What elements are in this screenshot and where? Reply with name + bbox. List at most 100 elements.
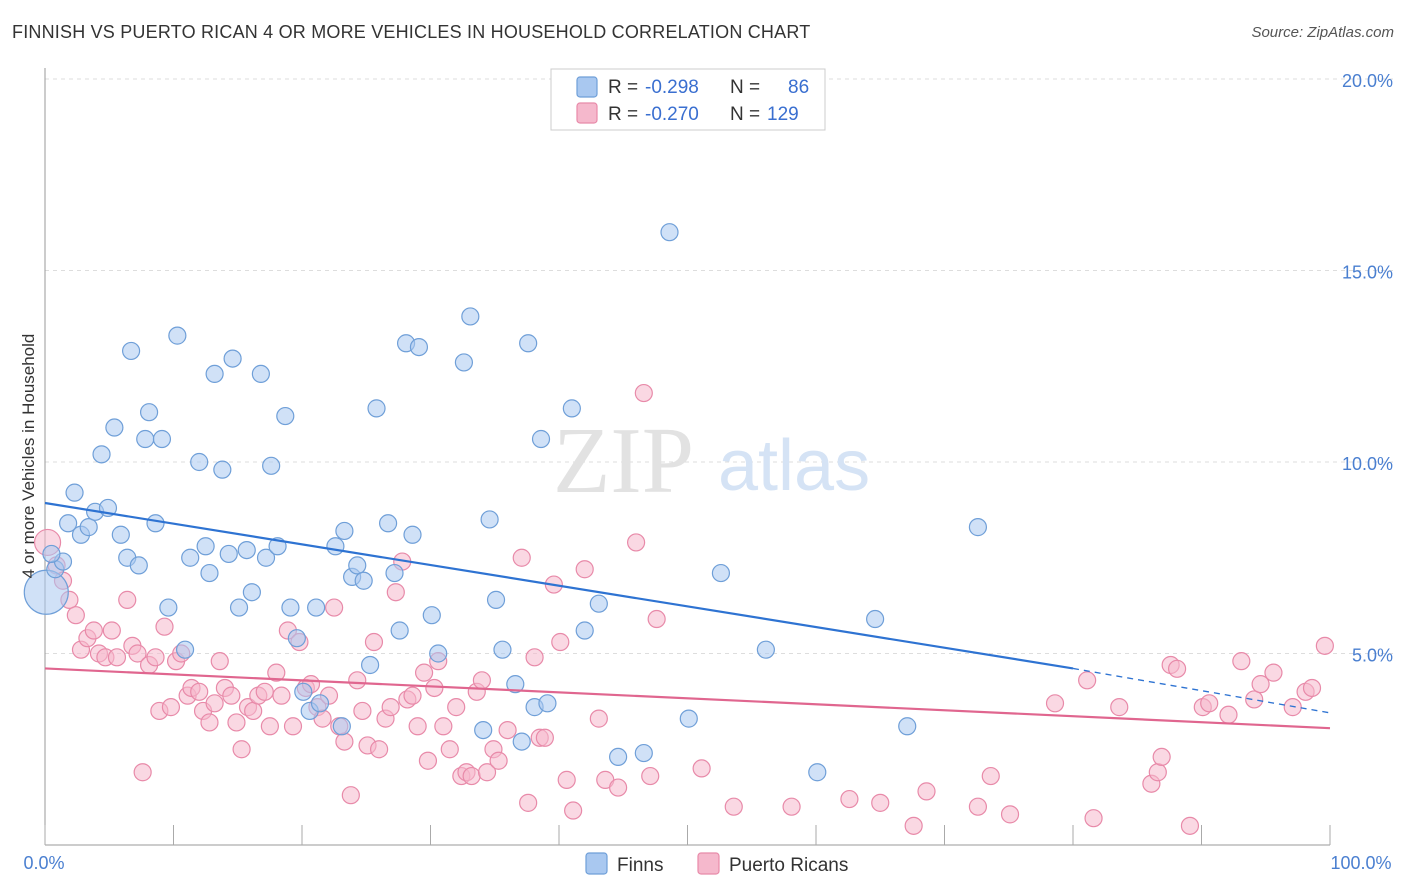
x-tick-label-min: 0.0% bbox=[23, 853, 64, 873]
puerto-ricans-point bbox=[434, 717, 453, 736]
puerto-ricans-point bbox=[557, 770, 576, 789]
finns-point bbox=[348, 556, 367, 575]
puerto-ricans-point bbox=[325, 598, 344, 617]
finns-point bbox=[538, 694, 557, 713]
puerto-ricans-point bbox=[348, 671, 367, 690]
puerto-ricans-point bbox=[118, 590, 137, 609]
finns-point bbox=[129, 556, 148, 575]
finns-point bbox=[326, 537, 345, 556]
finns-point bbox=[256, 548, 276, 567]
finns-point bbox=[378, 514, 398, 533]
puerto-ricans-point bbox=[1200, 694, 1219, 713]
puerto-ricans-point bbox=[472, 671, 491, 690]
puerto-ricans-point bbox=[364, 632, 384, 652]
puerto-ricans-point bbox=[335, 732, 354, 751]
watermark: ZIP atlas bbox=[553, 409, 870, 513]
puerto-ricans-point bbox=[381, 698, 400, 717]
puerto-ricans-point bbox=[535, 728, 554, 747]
puerto-ricans-point bbox=[1078, 671, 1097, 690]
puerto-ricans-point bbox=[724, 797, 743, 816]
puerto-ricans-trend-line bbox=[44, 667, 1331, 730]
puerto-ricans-point bbox=[498, 720, 517, 740]
puerto-ricans-point bbox=[551, 632, 570, 652]
puerto-ricans-point bbox=[370, 740, 389, 759]
finns-point bbox=[409, 338, 429, 357]
puerto-ricans-point bbox=[489, 751, 508, 770]
finns-point bbox=[152, 429, 172, 449]
finns-point bbox=[196, 537, 215, 556]
puerto-ricans-point bbox=[626, 533, 646, 552]
puerto-ricans-point bbox=[440, 740, 459, 759]
puerto-ricans-point bbox=[1219, 705, 1238, 724]
puerto-ricans-point bbox=[981, 766, 1000, 786]
finns-point bbox=[205, 364, 224, 384]
puerto-ricans-point bbox=[190, 682, 209, 701]
finns-point bbox=[512, 732, 531, 751]
puerto-ricans-point bbox=[210, 652, 229, 671]
finns-point bbox=[200, 563, 219, 583]
finns-point bbox=[335, 521, 354, 541]
puerto-ricans-point bbox=[133, 763, 152, 782]
source-label: Source: ZipAtlas.com bbox=[1251, 24, 1394, 41]
finns-point bbox=[219, 544, 238, 564]
chart-title: FINNISH VS PUERTO RICAN 4 OR MORE VEHICL… bbox=[12, 22, 811, 42]
finns-point bbox=[429, 644, 448, 663]
finns-point bbox=[65, 483, 84, 502]
legend-r-label-finns: R = bbox=[608, 77, 638, 98]
puerto-ricans-point bbox=[232, 740, 251, 759]
puerto-ricans-point bbox=[1264, 663, 1283, 682]
finns-trend-line bbox=[44, 501, 1074, 670]
puerto-ricans-point bbox=[512, 548, 531, 567]
finns-point bbox=[181, 548, 200, 567]
finns-point bbox=[634, 743, 653, 763]
puerto-ricans-point bbox=[589, 709, 608, 728]
puerto-ricans-point bbox=[525, 648, 544, 667]
finns-point bbox=[711, 563, 731, 583]
finns-point bbox=[242, 583, 261, 602]
legend-n-value-puerto-ricans: 129 bbox=[767, 104, 799, 125]
finns-point bbox=[79, 518, 98, 537]
finns-point bbox=[92, 445, 111, 464]
finns-point bbox=[660, 223, 679, 242]
puerto-ricans-point bbox=[102, 621, 121, 640]
finns-point bbox=[898, 717, 917, 736]
finns-point bbox=[168, 326, 187, 345]
trend-lines bbox=[44, 501, 1331, 730]
finns-point bbox=[251, 364, 270, 384]
finns-point bbox=[562, 399, 581, 418]
puerto-ricans-point bbox=[840, 789, 859, 809]
puerto-ricans-point bbox=[462, 766, 481, 786]
puerto-ricans-point bbox=[1251, 675, 1270, 694]
x-axis-ticks bbox=[44, 825, 1331, 845]
bottom-legend-label-puerto-ricans: Puerto Ricans bbox=[729, 855, 848, 876]
puerto-ricans-point bbox=[519, 793, 538, 812]
finns-point bbox=[756, 640, 775, 659]
finns-point bbox=[390, 621, 409, 640]
finns-points bbox=[23, 223, 988, 782]
bottom-legend-label-finns: Finns bbox=[617, 855, 663, 876]
puerto-ricans-point bbox=[418, 751, 438, 770]
puerto-ricans-point bbox=[244, 701, 263, 721]
finns-point bbox=[679, 709, 698, 728]
finns-point bbox=[310, 694, 330, 713]
finns-point bbox=[480, 510, 499, 529]
y-tick-label: 10.0% bbox=[1342, 454, 1393, 474]
puerto-ricans-point bbox=[260, 717, 279, 736]
legend-swatch-puerto-ricans bbox=[576, 102, 598, 124]
finns-point bbox=[136, 429, 155, 449]
finns-point bbox=[506, 675, 525, 694]
finns-point bbox=[461, 307, 480, 326]
finns-point bbox=[531, 429, 551, 449]
puerto-ricans-point bbox=[227, 713, 246, 732]
finns-point bbox=[59, 514, 78, 533]
watermark-zip: ZIP bbox=[553, 409, 694, 513]
finns-point bbox=[229, 598, 249, 617]
finns-point bbox=[111, 525, 130, 544]
puerto-ricans-point bbox=[66, 606, 85, 625]
finns-point bbox=[422, 606, 441, 625]
puerto-ricans-point bbox=[161, 698, 181, 717]
finns-point bbox=[609, 747, 628, 767]
finns-point bbox=[354, 571, 373, 590]
finns-point bbox=[190, 452, 209, 472]
y-axis-label: 4 or more Vehicles in Household bbox=[19, 334, 38, 579]
